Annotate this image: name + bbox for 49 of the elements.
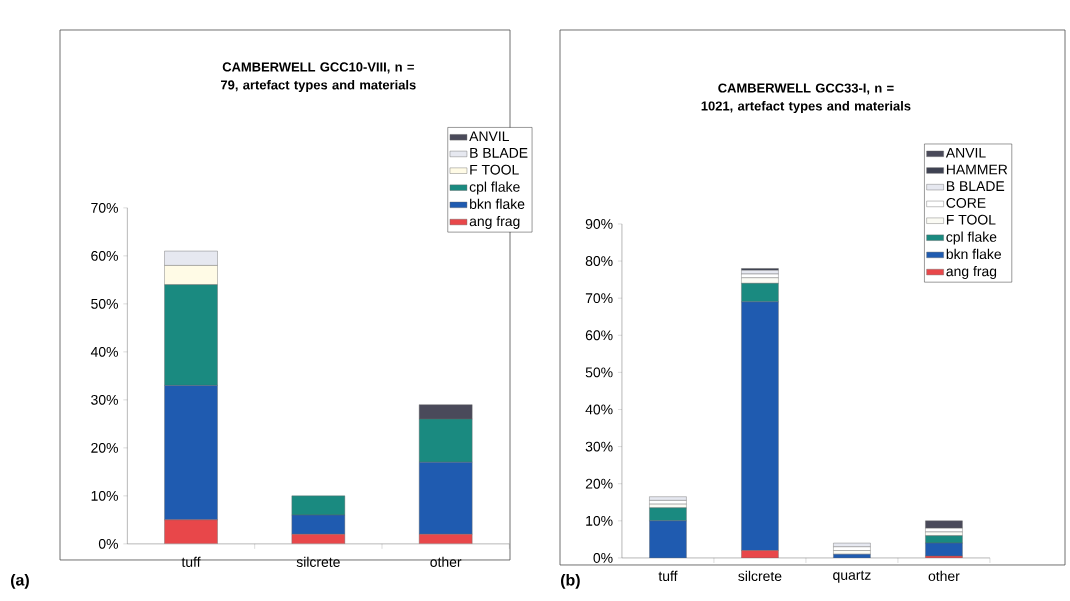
chart-title: CAMBERWELL GCC33-I, n = 1021, artefact types and materials [701,83,911,114]
bar [925,520,963,529]
y-tick-label: 90% [585,218,613,229]
y-tick-label: 50% [585,367,613,378]
legend-label: HAMMER [946,164,1008,175]
bar [833,542,871,547]
legend-label: ANVIL [469,131,510,142]
y-tick-label: 60% [585,330,613,341]
y-tick-label: 80% [585,256,613,266]
y-tick-label: 0% [593,552,613,563]
chart-title: CAMBERWELL GCC10-VIII, n = 79, artefact types and materials [221,62,416,93]
y-tick-label: 30% [585,441,613,452]
legend-label: ang frag [946,265,997,279]
legend-label: cpl flake [946,231,997,245]
y-tick-label: 70% [585,293,613,304]
y-tick-label: 20% [585,478,613,489]
legend-label: cpl flake [469,181,520,195]
bar [833,550,871,555]
bar [649,496,687,501]
x-tick-label: silcrete [296,556,340,567]
y-tick-label: 60% [91,250,118,261]
legend-label: bkn flake [946,248,1002,260]
legend-label: CORE [946,197,986,208]
bar [833,554,871,558]
text: (b) [561,573,580,589]
x-tick-label: tuff [181,556,201,567]
legend-label: ANVIL [945,147,986,158]
y-tick-label: 30% [91,394,118,405]
bar [833,546,871,551]
y-tick-label: 40% [585,404,613,415]
y-tick-label: 40% [90,346,118,357]
legend-label: ang frag [469,215,520,229]
legend-label: B BLADE [946,181,1005,191]
y-tick-label: 0% [98,538,118,549]
legend-label: bkn flake [470,198,525,210]
y-tick-label: 10% [91,490,118,501]
y-tick-label: 20% [91,442,118,453]
y-tick-label: 10% [586,515,613,526]
x-tick-label: other [928,570,960,582]
y-tick-label: 50% [91,298,118,309]
legend-label: B BLADE [470,148,528,158]
x-tick-label: quartz [833,570,871,583]
x-tick-label: silcrete [738,570,782,582]
y-tick-label: 70% [91,202,118,213]
legend-label: F TOOL [470,164,519,175]
text: (a) [11,573,29,589]
x-tick-label: tuff [658,570,678,582]
x-tick-label: other [430,556,462,567]
legend-label: F TOOL [946,214,996,225]
